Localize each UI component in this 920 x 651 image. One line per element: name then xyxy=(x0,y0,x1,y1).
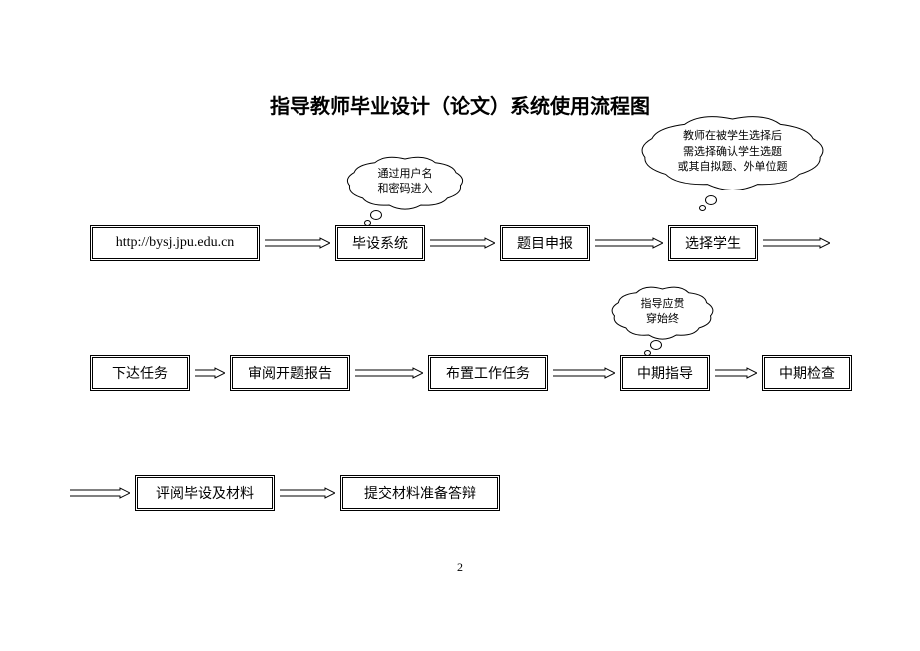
callout-tail-c2-2 xyxy=(699,205,706,211)
callout-tail-c1-2 xyxy=(364,220,371,226)
callout-tail-c3-2 xyxy=(644,350,651,356)
callout-text-c1: 通过用户名和密码进入 xyxy=(345,167,465,198)
flow-node-n10: 评阅毕设及材料 xyxy=(135,475,275,511)
flow-arrow-1 xyxy=(430,232,495,254)
callout-text-c3: 指导应贯穿始终 xyxy=(610,297,715,328)
callout-c3: 指导应贯穿始终 xyxy=(610,285,715,340)
callout-text-c2: 教师在被学生选择后需选择确认学生选题或其自拟题、外单位题 xyxy=(640,129,825,175)
flow-node-n8: 中期指导 xyxy=(620,355,710,391)
flow-arrow-2 xyxy=(595,232,663,254)
flow-node-n9: 中期检查 xyxy=(762,355,852,391)
flow-node-n2: 毕设系统 xyxy=(335,225,425,261)
flow-node-n1: http://bysj.jpu.edu.cn xyxy=(90,225,260,261)
flow-node-n5: 下达任务 xyxy=(90,355,190,391)
callout-tail-c2-1 xyxy=(705,195,717,205)
flow-node-n7: 布置工作任务 xyxy=(428,355,548,391)
page-number: 2 xyxy=(0,560,920,575)
flow-arrow-3 xyxy=(763,232,830,254)
flow-arrow-9 xyxy=(280,482,335,504)
callout-tail-c1-1 xyxy=(370,210,382,220)
flow-arrow-6 xyxy=(553,362,615,384)
callout-tail-c3-1 xyxy=(650,340,662,350)
flow-node-n6: 审阅开题报告 xyxy=(230,355,350,391)
flow-arrow-0 xyxy=(265,232,330,254)
flow-arrow-5 xyxy=(355,362,423,384)
callout-c2: 教师在被学生选择后需选择确认学生选题或其自拟题、外单位题 xyxy=(640,115,825,190)
flow-arrow-7 xyxy=(715,362,757,384)
flow-node-n11: 提交材料准备答辩 xyxy=(340,475,500,511)
flow-node-n3: 题目申报 xyxy=(500,225,590,261)
flow-node-n4: 选择学生 xyxy=(668,225,758,261)
flow-arrow-4 xyxy=(195,362,225,384)
flow-arrow-8 xyxy=(70,482,130,504)
callout-c1: 通过用户名和密码进入 xyxy=(345,155,465,210)
